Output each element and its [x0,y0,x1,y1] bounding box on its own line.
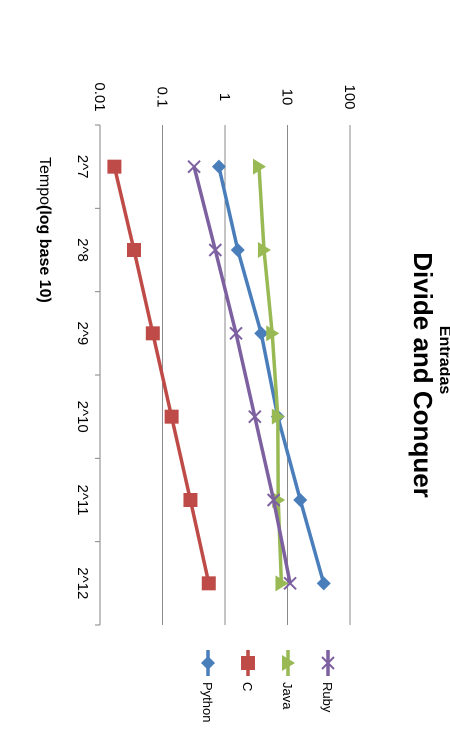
data-point [266,493,281,507]
data-point [145,326,160,341]
data-point-stroke [248,409,262,424]
data-point [164,409,179,424]
category-tick-label: 2^7 [74,155,91,179]
series-layer [107,158,331,592]
category-tick-label: 2^8 [74,238,91,262]
data-point [201,576,216,591]
category-tick-label: 2^9 [74,321,91,345]
value-axis-title: Tempo (log base 10) [36,157,53,303]
data-point [208,243,223,257]
data-point [254,326,269,341]
data-point-stroke [208,243,223,257]
data-point [183,493,198,507]
plot-root: Divide and Conquer Tempo (log base 10) E… [36,82,450,722]
legend-item-java: Java [280,650,295,710]
data-point [230,243,245,257]
data-point [107,159,122,174]
value-tick-label: 100 [341,84,358,109]
legend-item-c: C [240,650,255,691]
data-point [211,159,226,174]
data-point-stroke [187,159,201,174]
series-line [217,166,326,584]
legend-label: Python [200,682,215,722]
data-point [241,656,255,670]
series-ruby [187,159,297,591]
value-tick-label: 0.01 [91,82,108,111]
category-tick-labels: 2^7 2^8 2^9 2^10 2^11 2^12 [74,155,91,600]
value-tick-label: 0.1 [154,87,171,108]
category-tick-label: 2^12 [74,567,91,599]
data-point [271,408,285,425]
series-line [112,166,211,584]
legend-label: Java [280,682,295,710]
legend-label: C [240,682,255,691]
data-point [321,656,335,670]
value-axis-title-emphasis: (log base 10) [36,205,53,303]
value-tick-labels: 0.01 0.1 1 10 100 [91,82,358,111]
data-point [229,326,243,341]
series-python [211,159,331,591]
series-line [192,166,292,584]
data-point-stroke [266,493,281,507]
grid-lines [95,124,351,626]
data-point [283,576,297,591]
data-point [282,655,295,671]
data-point [316,576,331,591]
category-tick-label: 2^11 [74,485,91,516]
data-point [248,409,262,424]
data-point [275,575,289,592]
data-point [266,325,280,342]
value-axis-title-prefix: Tempo [36,157,53,205]
data-point [293,493,308,507]
data-point [187,159,201,174]
data-point [201,656,215,670]
value-tick-label: 10 [279,89,296,106]
series-line [257,166,284,584]
data-point-stroke [229,326,243,341]
legend-label: Ruby [320,682,335,713]
data-point [253,158,267,175]
data-point [257,242,271,258]
value-tick-label: 1 [216,93,233,101]
legend: Python C Java Ruby [200,650,335,722]
series-java [253,158,289,592]
legend-item-ruby: Ruby [320,650,335,713]
data-point-stroke [321,656,335,670]
category-tick-label: 2^10 [74,401,91,433]
series-c [107,159,216,591]
legend-item-python: Python [200,650,215,722]
category-axis-title: Entradas [436,326,450,395]
data-point-stroke [283,576,297,591]
chart-title: Divide and Conquer [408,252,438,498]
data-point [127,243,142,257]
